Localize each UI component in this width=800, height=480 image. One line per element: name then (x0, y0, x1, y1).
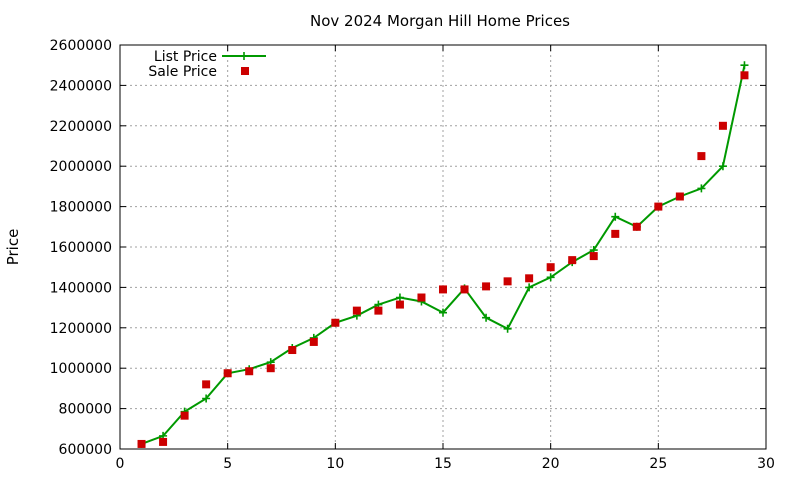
x-tick-label: 30 (757, 456, 775, 472)
sale-price-point (352, 306, 361, 315)
sale-price-point (654, 202, 663, 211)
list-price-point (503, 324, 512, 333)
sale-price-point (288, 346, 297, 355)
sale-price-point (589, 252, 598, 261)
x-tick-label: 20 (542, 456, 560, 472)
sale-price-point (331, 318, 340, 327)
legend-label-list-price: List Price (154, 49, 217, 65)
sale-price-point (245, 367, 254, 376)
sale-price-point (202, 380, 211, 389)
list-price-point (202, 394, 211, 403)
sale-price-point (546, 263, 555, 272)
list-price-point (546, 273, 555, 282)
y-tick-label: 1400000 (50, 280, 112, 296)
sale-price-point (266, 364, 275, 373)
list-price-point (525, 283, 534, 292)
y-tick-label: 1000000 (50, 361, 112, 377)
sale-price-point (395, 300, 404, 309)
y-axis-label: Price (4, 229, 22, 266)
y-tick-label: 600000 (59, 442, 112, 458)
chart-title: Nov 2024 Morgan Hill Home Prices (310, 12, 570, 30)
y-tick-label: 2200000 (50, 119, 112, 135)
x-tick-label: 15 (434, 456, 452, 472)
list-price-point (697, 184, 706, 193)
list-price-point (740, 61, 749, 70)
sale-price-point (740, 71, 749, 80)
sale-price-point (632, 222, 641, 231)
x-tick-label: 5 (223, 456, 232, 472)
list-price-point (718, 162, 727, 171)
sale-price-point (417, 293, 426, 302)
sale-price-point (718, 121, 727, 130)
y-tick-label: 1800000 (50, 200, 112, 216)
y-tick-label: 2600000 (50, 38, 112, 54)
y-tick-label: 800000 (59, 402, 112, 418)
x-tick-label: 10 (326, 456, 344, 472)
x-tick-label: 0 (116, 456, 125, 472)
legend-marker-list-price (240, 52, 248, 60)
sale-price-point (309, 337, 318, 346)
legend: List Price Sale Price (148, 49, 266, 80)
sale-price-point (137, 439, 146, 448)
sale-price-point (568, 256, 577, 265)
sale-price-point (159, 437, 168, 446)
series-layer (137, 61, 749, 448)
legend-label-sale-price: Sale Price (148, 64, 217, 80)
sale-price-point (439, 285, 447, 294)
x-tick-labels: 0 5 10 15 20 25 30 (116, 456, 775, 472)
sale-price-point (482, 282, 491, 291)
y-tick-label: 2000000 (50, 159, 112, 175)
list-price-point (395, 293, 404, 302)
y-tick-label: 1600000 (50, 240, 112, 256)
plot-frame (119, 44, 767, 450)
sale-price-point (503, 277, 512, 286)
sale-price-point (525, 274, 534, 283)
y-tick-labels: 600000 800000 1000000 1200000 1400000 1600000… (50, 38, 112, 458)
list-price-point (482, 313, 491, 322)
sale-price-point (374, 306, 383, 315)
sale-price-point (675, 192, 684, 201)
sale-price-point (180, 411, 189, 420)
list-price-point (611, 212, 620, 221)
legend-marker-sale-price (241, 67, 249, 75)
x-tick-label: 25 (649, 456, 667, 472)
y-tick-label: 1200000 (50, 321, 112, 337)
list-price-line (141, 64, 746, 445)
grid-lines (120, 45, 766, 449)
y-tick-label: 2400000 (50, 78, 112, 94)
sale-price-point (697, 152, 706, 161)
sale-price-point (460, 285, 469, 294)
sale-price-point (611, 229, 620, 238)
sale-price-point (223, 369, 232, 378)
list-price-point (439, 308, 447, 317)
